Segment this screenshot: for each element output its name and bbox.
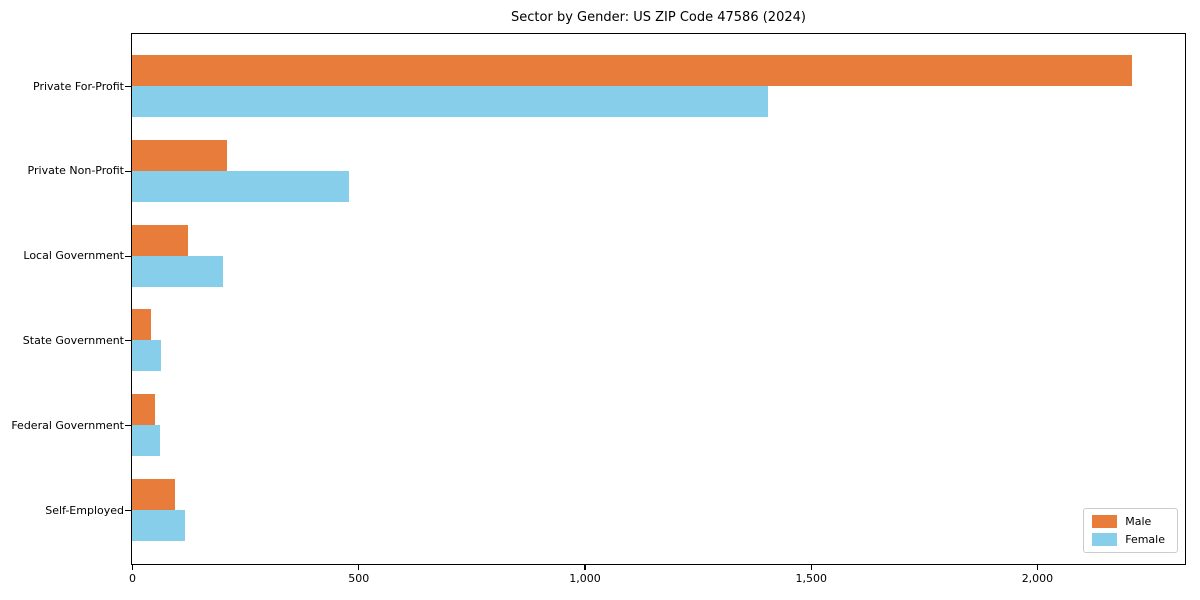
x-tick-label-1000: 1,000 (569, 572, 601, 585)
bar-male-private-for-profit (132, 55, 1133, 86)
legend-item-female: Female (1092, 533, 1165, 546)
x-tick-label-500: 500 (348, 572, 370, 585)
bar-male-self-employed (132, 479, 175, 510)
bar-male-private-non-profit (132, 139, 227, 171)
bar-male-federal-government (132, 394, 156, 426)
x-tick-label-1500: 1,500 (795, 572, 827, 585)
bar-female-local-government (132, 255, 224, 287)
bar-male-local-government (132, 224, 188, 256)
legend-item-male: Male (1092, 515, 1165, 528)
x-tick-mark (131, 565, 134, 570)
x-tick-mark (358, 565, 360, 570)
chart-title: Sector by Gender: US ZIP Code 47586 (202… (511, 10, 806, 25)
x-tick-mark (584, 565, 586, 570)
category-label-private-non-profit: Private Non-Profit (27, 164, 124, 178)
bar-female-private-non-profit (132, 170, 349, 202)
male-color-swatch (1092, 515, 1118, 528)
category-label-private-for-profit: Private For-Profit (33, 79, 124, 93)
y-tick-mark (125, 85, 131, 88)
category-label-self-employed: Self-Employed (45, 503, 124, 517)
bar-female-state-government (132, 340, 161, 372)
category-label-state-government: State Government (22, 333, 124, 347)
y-tick-mark (125, 255, 131, 257)
legend: Male Female (1083, 508, 1178, 553)
legend-label-female: Female (1125, 533, 1165, 546)
y-axis-labels: Private For-Profit Private Non-Profit Loca… (0, 35, 124, 567)
x-tick-mark (1036, 565, 1039, 570)
y-tick-mark (125, 425, 131, 427)
bar-female-federal-government (132, 425, 161, 457)
category-label-local-government: Local Government (23, 249, 124, 263)
legend-label-male: Male (1125, 515, 1152, 528)
y-tick-mark (125, 340, 131, 342)
x-tick-label-2000: 2,000 (1021, 572, 1054, 585)
x-axis: 0 500 1,000 1,500 2,000 (129, 565, 1185, 595)
category-label-federal-government: Federal Government (11, 418, 124, 432)
bar-female-self-employed (132, 510, 185, 541)
bar-male-state-government (132, 309, 152, 341)
y-tick-mark (125, 509, 131, 512)
x-tick-mark (810, 565, 812, 570)
x-tick-label-0: 0 (129, 572, 136, 585)
female-color-swatch (1092, 533, 1118, 546)
y-tick-mark (125, 170, 131, 172)
plot-area (131, 33, 1186, 565)
y-axis-ticks (125, 35, 131, 567)
bar-female-private-for-profit (132, 86, 768, 117)
